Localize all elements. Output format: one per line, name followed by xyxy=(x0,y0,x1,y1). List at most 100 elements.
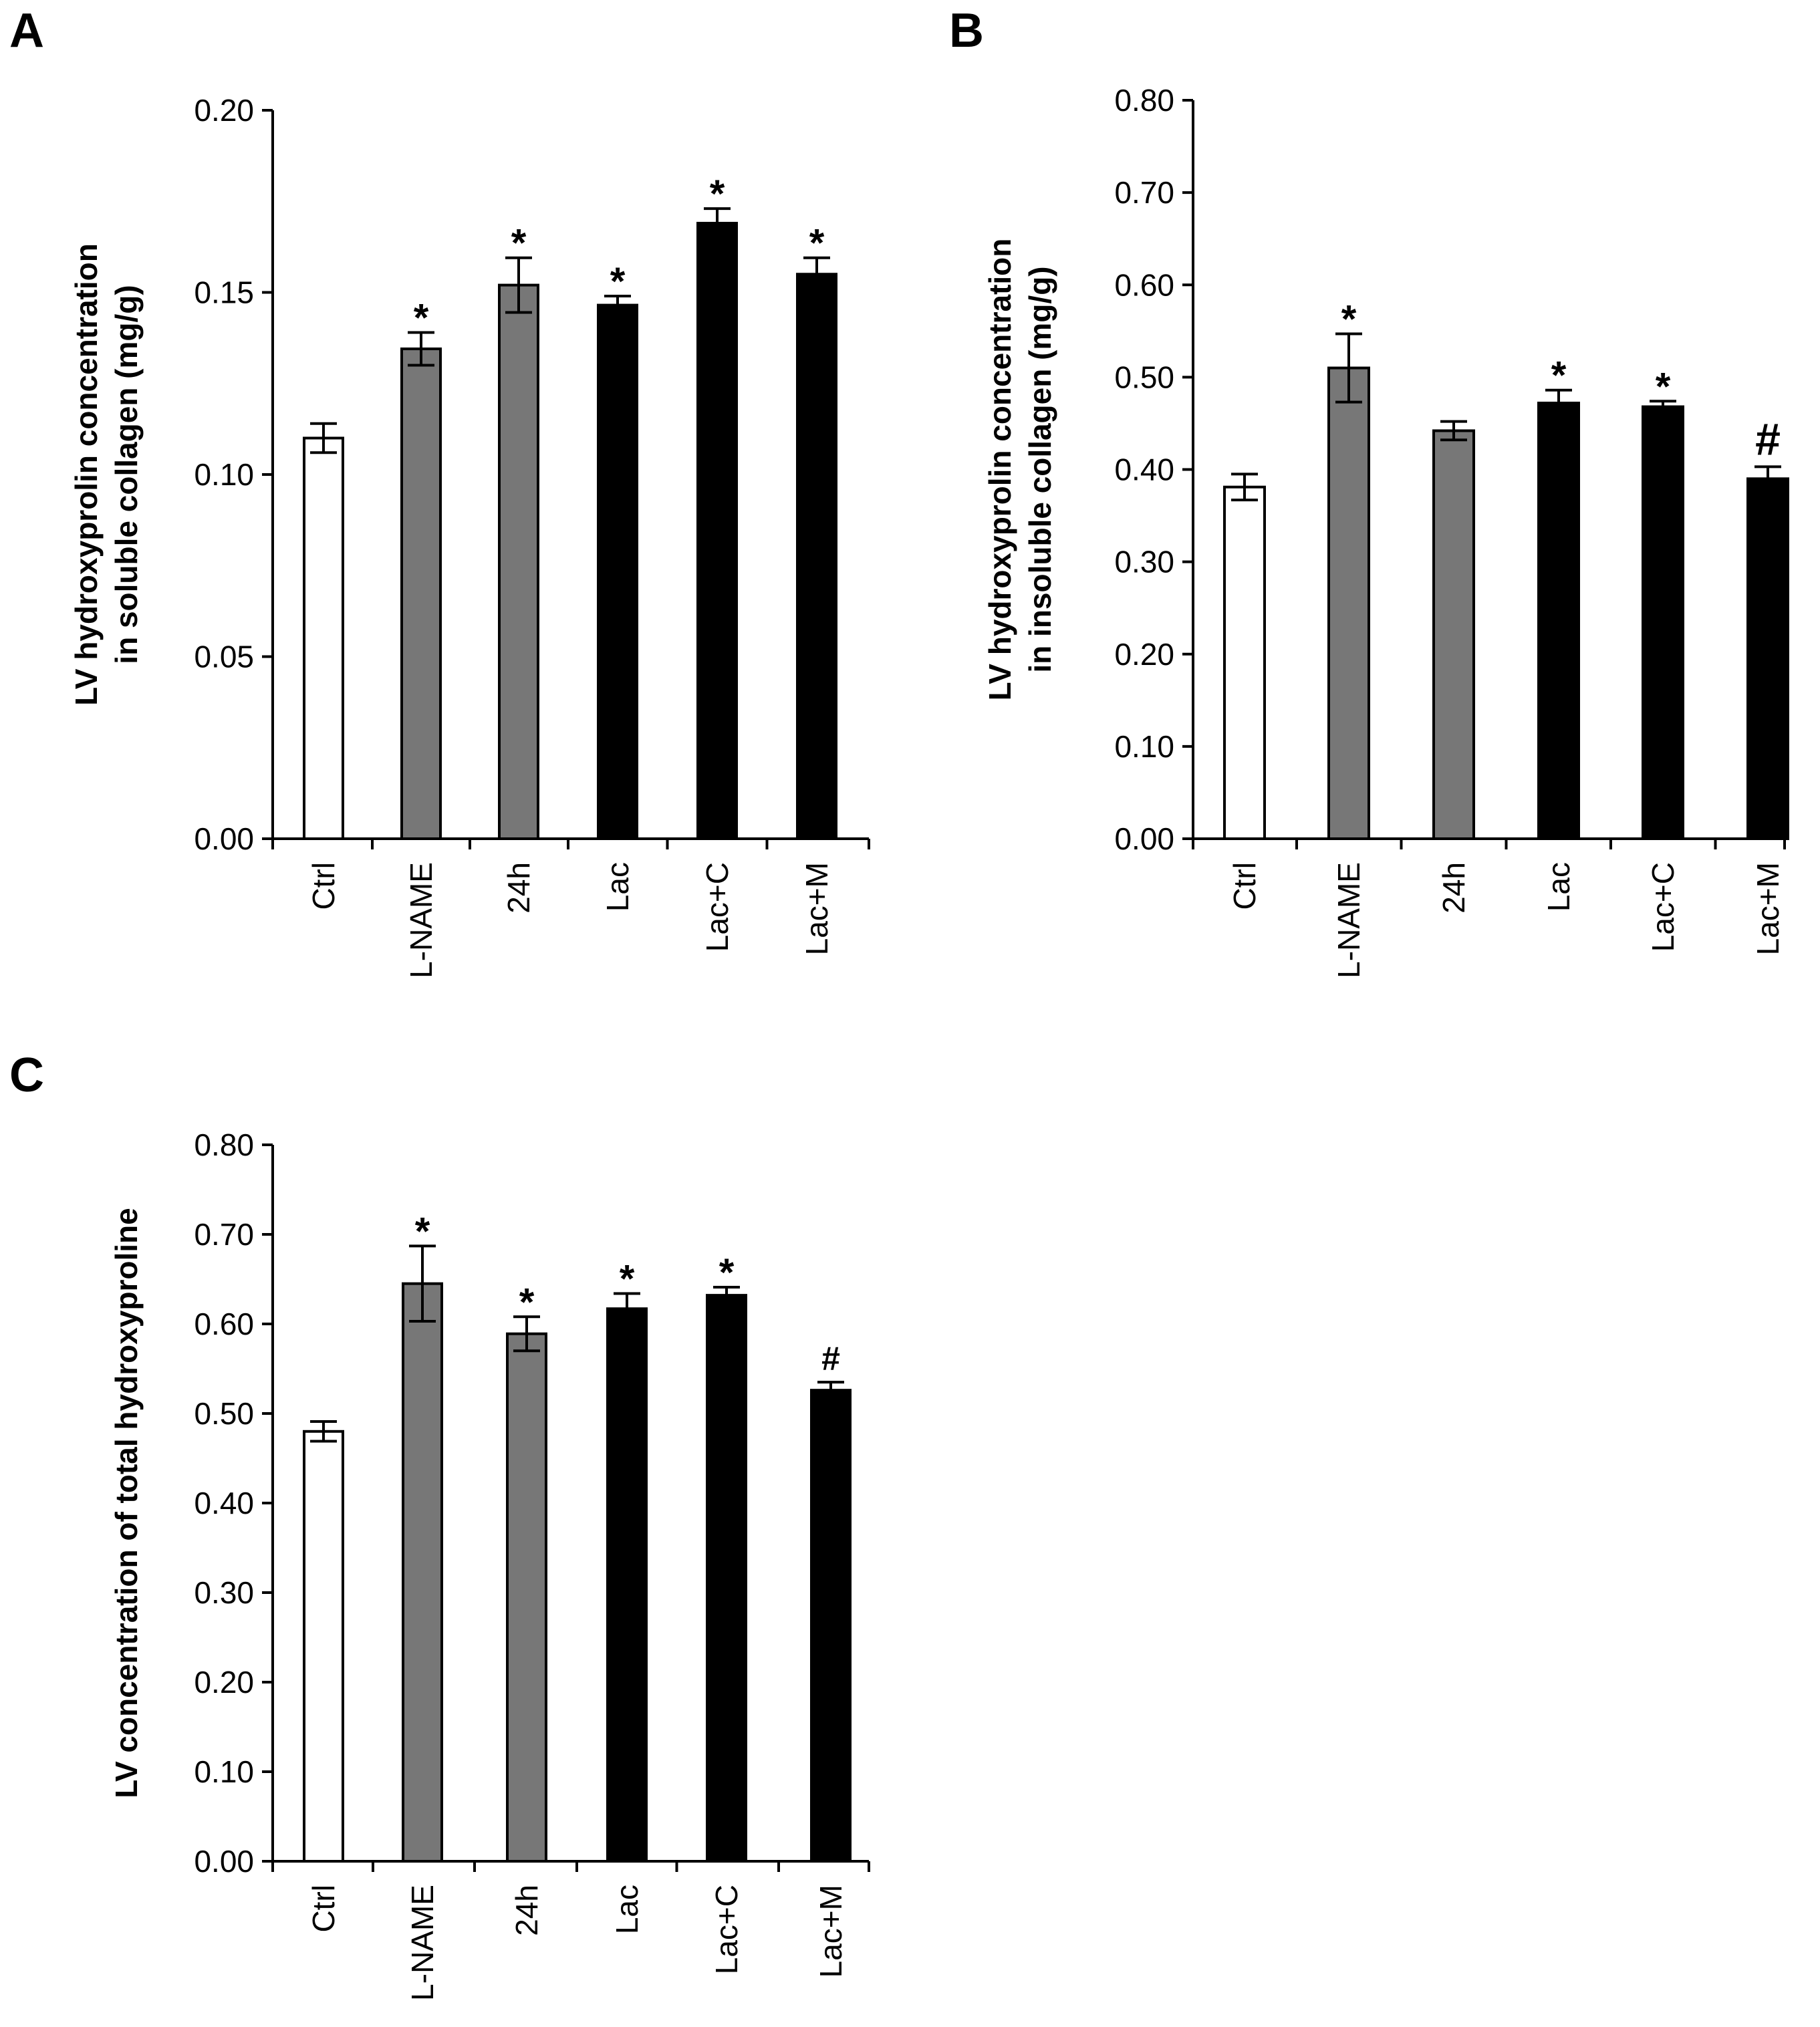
bar-24h xyxy=(506,1332,547,1863)
y-tick-label: 0.20 xyxy=(194,1665,254,1700)
error-bar xyxy=(713,1286,740,1305)
y-tick-label: 0.10 xyxy=(1114,729,1174,764)
x-category-label: L-NAME xyxy=(1331,862,1366,978)
error-bar xyxy=(1440,420,1467,442)
significance-hash: # xyxy=(1755,414,1781,464)
y-tick-label: 0.20 xyxy=(1114,637,1174,672)
bar-lac xyxy=(606,1307,648,1863)
y-tick-label: 0.00 xyxy=(194,821,254,856)
bar-l-name xyxy=(1327,366,1370,840)
significance-hash: # xyxy=(821,1340,840,1377)
x-category-label: Ctrl xyxy=(306,862,341,910)
error-bar xyxy=(704,207,731,239)
y-tick-label: 0.60 xyxy=(1114,267,1174,302)
error-bar xyxy=(310,1420,337,1443)
significance-star: * xyxy=(1551,354,1567,398)
bar-ctrl xyxy=(303,436,344,840)
error-bar xyxy=(310,422,337,454)
bar-24h xyxy=(498,283,539,841)
y-axis-title-line: LV hydroxyprolin concentration xyxy=(69,243,104,706)
x-category-label: Lac+C xyxy=(700,862,735,952)
y-tick-label: 0.50 xyxy=(194,1396,254,1431)
error-bar xyxy=(409,1244,436,1323)
y-tick-label: 0.60 xyxy=(194,1307,254,1341)
x-category-label: Lac+C xyxy=(1646,862,1680,952)
y-axis-title-line: LV hydroxyprolin concentration xyxy=(983,239,1017,701)
error-bar xyxy=(1335,332,1362,404)
significance-star: * xyxy=(710,172,725,216)
x-category-label: Lac xyxy=(600,862,635,912)
x-category-label: Lac xyxy=(610,1885,644,1934)
y-tick-label: 0.00 xyxy=(194,1844,254,1879)
significance-star: * xyxy=(414,296,429,340)
y-tick-label: 0.15 xyxy=(194,275,254,310)
significance-star: * xyxy=(415,1210,430,1253)
bar-lac-m xyxy=(796,273,837,840)
error-bar xyxy=(614,1292,640,1325)
x-category-label: Lac+M xyxy=(799,862,834,955)
bar-l-name xyxy=(400,347,442,840)
panel-label: A xyxy=(9,4,44,57)
x-category-label: 24h xyxy=(501,862,536,914)
x-category-label: 24h xyxy=(1436,862,1471,914)
y-tick-label: 0.30 xyxy=(194,1575,254,1610)
y-axis-title-line: LV concentration of total hydroxyproline xyxy=(109,1208,144,1798)
significance-star: * xyxy=(620,1257,635,1301)
significance-star: * xyxy=(809,222,825,265)
significance-star: * xyxy=(610,260,626,303)
significance-star: * xyxy=(511,222,527,265)
y-tick-label: 0.70 xyxy=(194,1217,254,1252)
significance-star: * xyxy=(1656,365,1671,408)
error-bar xyxy=(505,256,532,314)
chart-panel-A: A LV hydroxyprolin concentration in solubl… xyxy=(9,4,870,978)
error-bar xyxy=(408,331,434,367)
error-bar xyxy=(817,1381,844,1400)
panel-label: C xyxy=(9,1049,44,1102)
significance-star: * xyxy=(519,1280,535,1324)
y-tick-label: 0.10 xyxy=(194,1754,254,1789)
x-category-label: Ctrl xyxy=(1227,862,1262,910)
y-tick-label: 0.00 xyxy=(1114,821,1174,856)
error-bar xyxy=(1754,465,1781,493)
error-bar xyxy=(604,294,631,316)
y-tick-label: 0.80 xyxy=(194,1127,254,1162)
bar-ctrl xyxy=(1223,485,1266,840)
bar-lac xyxy=(1537,402,1580,840)
bar-lac-c xyxy=(696,221,738,840)
bar-ctrl xyxy=(303,1430,344,1863)
significance-star: * xyxy=(1341,297,1357,341)
y-tick-label: 0.05 xyxy=(194,640,254,674)
y-tick-label: 0.40 xyxy=(194,1486,254,1520)
y-tick-label: 0.70 xyxy=(1114,175,1174,210)
bar-lac-c xyxy=(706,1294,747,1863)
panel-label: B xyxy=(949,4,984,57)
x-category-label: Ctrl xyxy=(306,1885,341,1933)
bar-lac-m xyxy=(810,1389,852,1863)
x-category-label: Lac+M xyxy=(1750,862,1785,955)
x-category-label: Lac+C xyxy=(709,1885,744,1974)
error-bar xyxy=(1231,472,1258,502)
bar-24h xyxy=(1432,429,1475,840)
bar-l-name xyxy=(402,1282,443,1863)
y-tick-label: 0.10 xyxy=(194,457,254,492)
y-tick-label: 0.50 xyxy=(1114,360,1174,394)
y-tick-label: 0.20 xyxy=(194,93,254,128)
error-bar xyxy=(1650,400,1676,414)
error-bar xyxy=(803,256,830,292)
y-tick-label: 0.40 xyxy=(1114,452,1174,487)
bar-lac-c xyxy=(1642,405,1684,840)
error-bar xyxy=(513,1315,540,1353)
x-category-label: 24h xyxy=(509,1885,544,1936)
x-category-label: Lac+M xyxy=(813,1885,848,1978)
y-tick-label: 0.30 xyxy=(1114,545,1174,579)
y-axis-title-line: in soluble collagen (mg/g) xyxy=(109,285,144,664)
significance-star: * xyxy=(719,1251,735,1295)
y-axis-title-line: in insoluble collagen (mg/g) xyxy=(1023,266,1057,672)
y-tick-label: 0.80 xyxy=(1114,83,1174,118)
chart-panel-C: C LV concentration of total hydroxyprolin… xyxy=(9,1049,870,2001)
chart-panel-B: B LV hydroxyprolin concentration in insolu… xyxy=(949,4,1789,978)
bar-lac-m xyxy=(1746,477,1789,840)
bar-lac xyxy=(597,303,638,840)
x-category-label: L-NAME xyxy=(405,1885,440,2001)
